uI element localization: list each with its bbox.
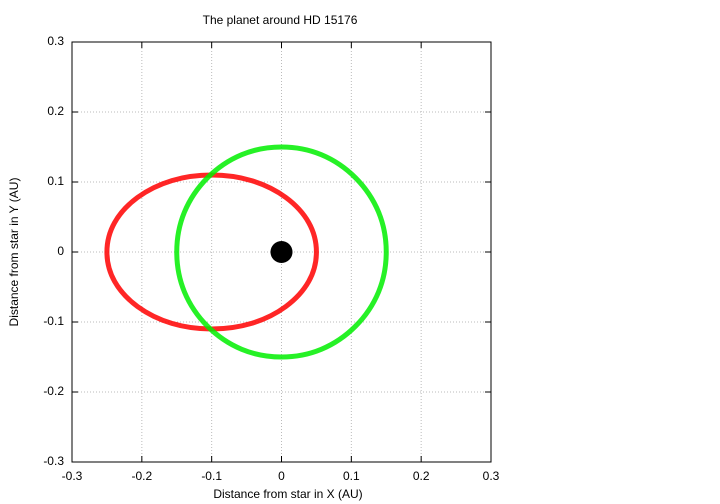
x-tick-label: -0.3 <box>62 469 83 483</box>
y-tick-label: 0.3 <box>47 34 64 48</box>
x-tick-label: 0.3 <box>483 469 500 483</box>
x-tick-label: 0.1 <box>343 469 360 483</box>
y-tick-label: 0.1 <box>47 174 64 188</box>
star <box>270 241 293 263</box>
y-tick-label: -0.1 <box>43 314 64 328</box>
plot-border <box>71 41 492 463</box>
y-axis-title: Distance from star in Y (AU) <box>7 178 21 327</box>
chart-title: The planet around HD 15176 <box>203 13 358 27</box>
y-tick-label: -0.2 <box>43 384 64 398</box>
x-tick-label: 0.2 <box>413 469 430 483</box>
orbit-line <box>174 144 389 360</box>
x-tick-label: 0 <box>278 469 285 483</box>
x-tick-label: -0.2 <box>131 469 152 483</box>
x-tick-label: -0.1 <box>201 469 222 483</box>
y-tick-label: -0.3 <box>43 454 64 468</box>
y-tick-label: 0.2 <box>47 104 64 118</box>
orbit-line <box>104 172 319 332</box>
y-tick-label: 0 <box>57 244 64 258</box>
x-axis-title: Distance from star in X (AU) <box>213 487 362 501</box>
